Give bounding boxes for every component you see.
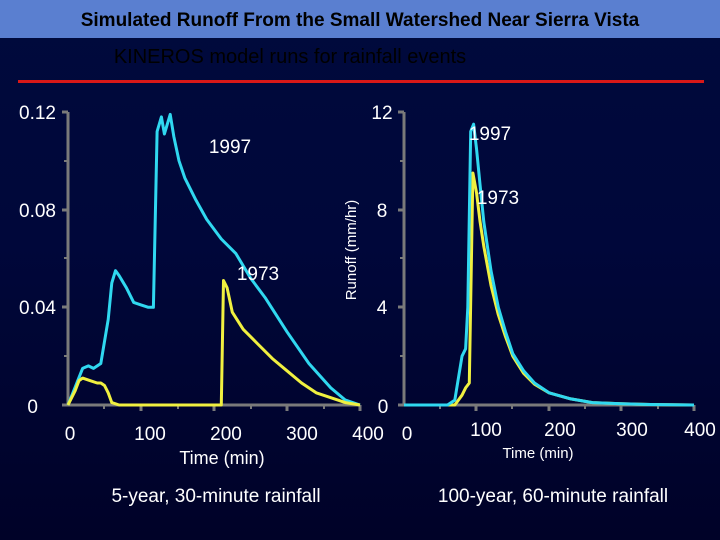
left-annotation-1973: 1973 — [237, 264, 279, 285]
left-x-tick-labels: 0 100 200 300 400 — [65, 424, 384, 445]
page-title: Simulated Runoff From the Small Watershe… — [80, 10, 640, 31]
right-x-tick-labels: 0 100 200 300 400 — [402, 420, 716, 445]
right-y-tick-label: 8 — [377, 201, 388, 222]
series-line-1973 — [404, 171, 695, 407]
right-y-axis-label: Runoff (mm/hr) — [343, 200, 360, 301]
series-line-1997 — [404, 122, 695, 407]
left-x-tick-label: 0 — [65, 424, 76, 445]
left-chart: 0.12 0.08 0.04 0 0 100 200 300 400 Time … — [19, 103, 384, 468]
left-y-tick-labels: 0.12 0.08 0.04 0 — [19, 103, 56, 418]
left-chart-caption: 5-year, 30-minute rainfall — [111, 486, 321, 507]
title-bar — [0, 0, 720, 38]
right-x-tick-label: 300 — [616, 420, 648, 441]
left-y-tick-label: 0 — [27, 397, 38, 418]
series-line-1973 — [66, 279, 361, 407]
left-x-axis-label: Time (min) — [179, 448, 264, 468]
page-subtitle: KINEROS model runs for rainfall events — [113, 46, 467, 68]
right-chart-caption: 100-year, 60-minute rainfall — [437, 486, 669, 507]
left-x-tick-label: 100 — [134, 424, 166, 445]
right-x-tick-label: 100 — [470, 420, 502, 441]
right-chart: 12 8 4 0 0 100 200 300 400 Time (min) Ru… — [343, 103, 716, 462]
left-y-tick-label: 0.12 — [19, 103, 56, 124]
right-x-tick-label: 200 — [544, 420, 576, 441]
right-x-tick-label: 0 — [402, 424, 413, 445]
left-x-tick-label: 200 — [210, 424, 242, 445]
right-series-lines — [404, 122, 695, 407]
right-y-tick-label: 12 — [371, 103, 392, 124]
right-x-tick-label: 400 — [684, 420, 716, 441]
right-y-tick-marks — [398, 110, 404, 407]
left-series-lines — [66, 112, 361, 407]
right-y-tick-label: 0 — [378, 397, 389, 418]
right-annotation-1997: 1997 — [469, 124, 511, 145]
series-line-1997 — [66, 112, 361, 407]
left-y-tick-label: 0.08 — [19, 201, 56, 222]
right-y-tick-labels: 12 8 4 0 — [371, 103, 392, 418]
right-y-tick-label: 4 — [377, 298, 388, 319]
right-x-axis-label: Time (min) — [502, 445, 573, 462]
left-x-tick-marks — [103, 405, 362, 411]
left-y-tick-marks — [62, 110, 68, 407]
accent-rule — [18, 80, 704, 83]
right-annotation-1973: 1973 — [477, 188, 519, 209]
left-y-tick-label: 0.04 — [19, 298, 56, 319]
left-x-tick-label: 300 — [286, 424, 318, 445]
left-annotation-1997: 1997 — [209, 137, 251, 158]
left-x-tick-label: 400 — [352, 424, 384, 445]
